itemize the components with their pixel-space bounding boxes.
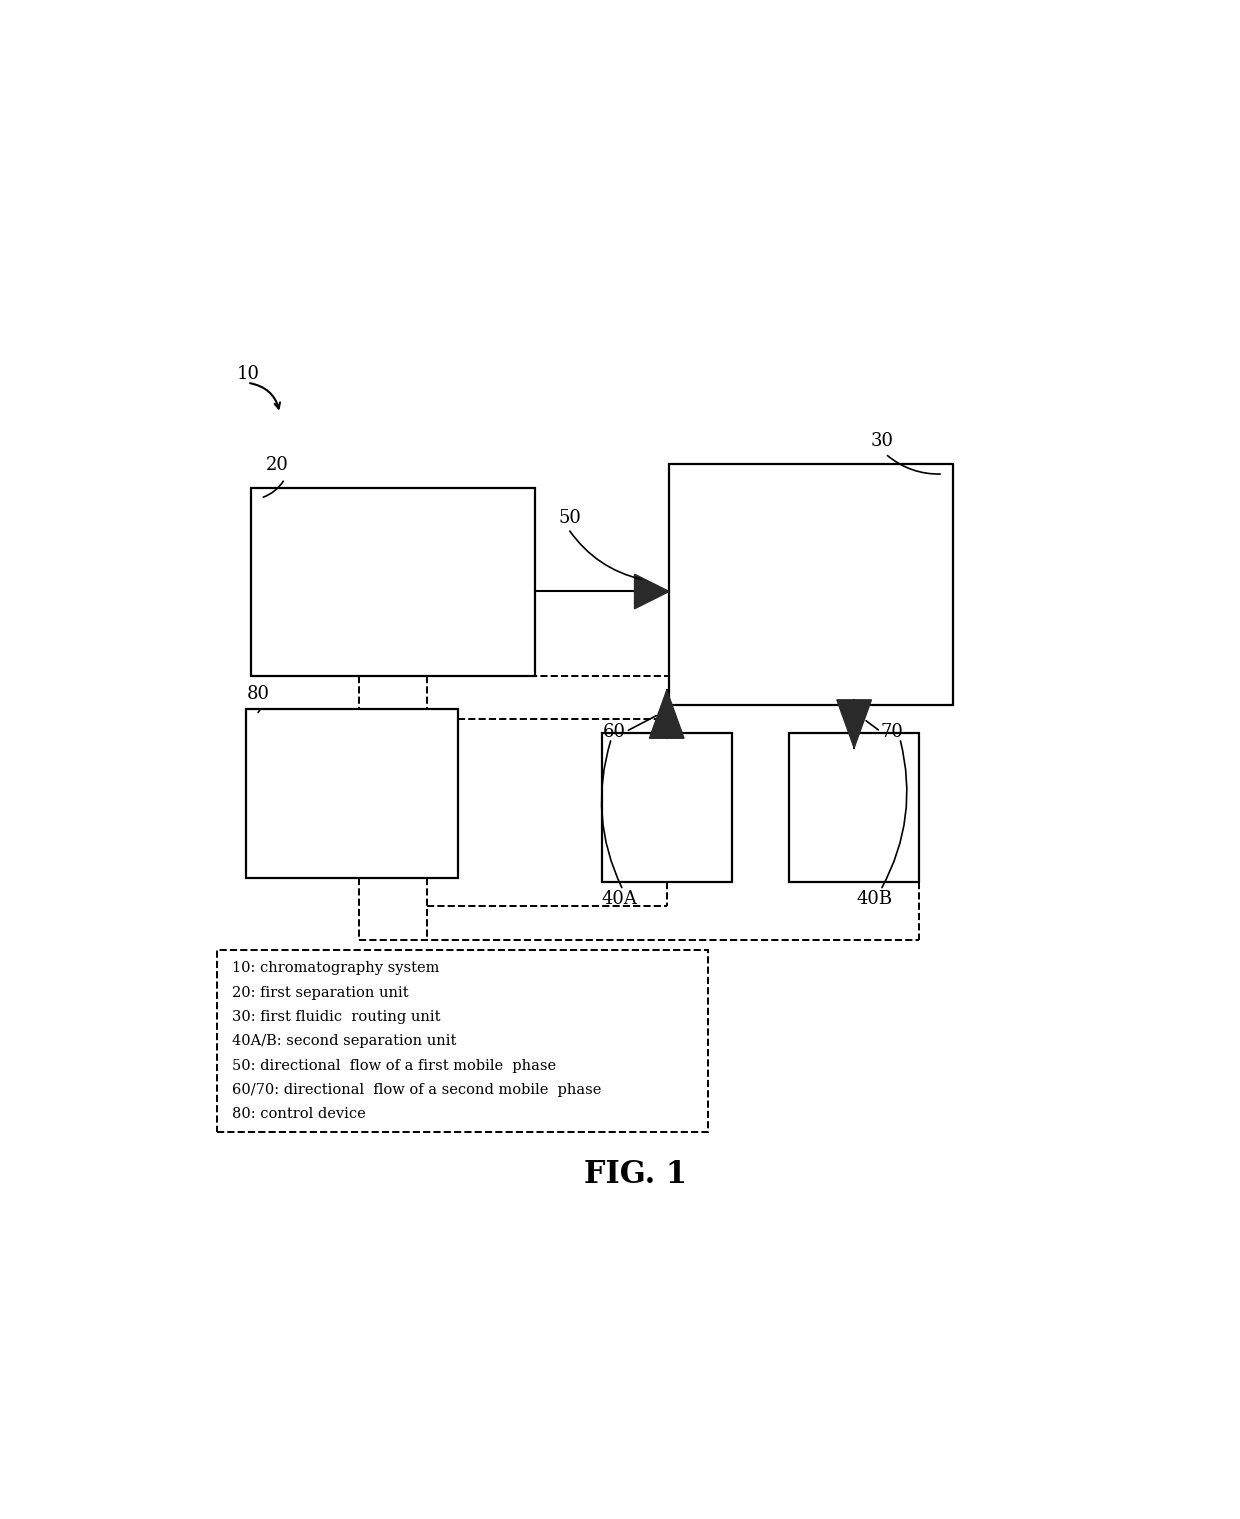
- Bar: [670, 465, 952, 705]
- Text: 60: 60: [603, 723, 626, 741]
- Text: 40A: 40A: [601, 890, 637, 908]
- Bar: [601, 734, 732, 883]
- Text: 50: directional  flow of a first mobile  phase: 50: directional flow of a first mobile p…: [232, 1059, 556, 1072]
- Text: 70: 70: [880, 723, 904, 741]
- Polygon shape: [635, 574, 670, 609]
- Text: 10: 10: [237, 365, 259, 383]
- Text: 50: 50: [558, 509, 582, 527]
- Bar: [789, 734, 919, 883]
- Text: FIG. 1: FIG. 1: [584, 1159, 687, 1189]
- Text: 80: 80: [247, 685, 269, 703]
- Text: 30: 30: [870, 431, 894, 450]
- Text: 20: first separation unit: 20: first separation unit: [232, 986, 408, 1000]
- Text: 20: 20: [265, 456, 289, 474]
- Text: 40B: 40B: [857, 890, 893, 908]
- Text: 10: chromatography system: 10: chromatography system: [232, 962, 439, 975]
- Text: 30: first fluidic  routing unit: 30: first fluidic routing unit: [232, 1010, 440, 1024]
- Text: 80: control device: 80: control device: [232, 1107, 366, 1121]
- Polygon shape: [837, 700, 872, 747]
- Polygon shape: [650, 690, 684, 738]
- Text: 60/70: directional  flow of a second mobile  phase: 60/70: directional flow of a second mobi…: [232, 1083, 601, 1097]
- Bar: [217, 949, 708, 1132]
- Bar: [250, 489, 534, 676]
- Bar: [247, 709, 458, 878]
- Text: 40A/B: second separation unit: 40A/B: second separation unit: [232, 1034, 456, 1048]
